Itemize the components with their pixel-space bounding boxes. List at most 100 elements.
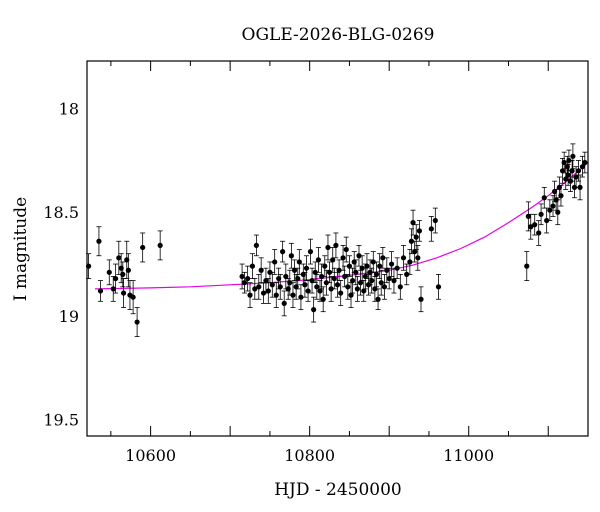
point-marker bbox=[314, 284, 320, 290]
data-point bbox=[334, 271, 341, 298]
data-point bbox=[432, 207, 438, 234]
point-marker bbox=[408, 238, 415, 244]
data-point bbox=[249, 253, 256, 279]
point-marker bbox=[394, 265, 400, 271]
data-point bbox=[120, 261, 126, 288]
point-marker bbox=[326, 269, 333, 275]
x-tick-label: 11000 bbox=[443, 446, 494, 465]
point-marker bbox=[525, 213, 531, 219]
point-marker bbox=[378, 280, 384, 286]
data-point bbox=[416, 220, 423, 242]
data-points-layer bbox=[85, 143, 588, 337]
point-marker bbox=[256, 284, 262, 290]
point-marker bbox=[353, 269, 359, 275]
data-point bbox=[252, 278, 258, 300]
point-marker bbox=[288, 253, 294, 259]
data-point bbox=[239, 263, 245, 290]
data-point bbox=[435, 273, 442, 300]
data-point bbox=[120, 278, 127, 308]
data-point bbox=[309, 267, 315, 294]
y-axis-label: I magnitude bbox=[11, 197, 31, 301]
point-marker bbox=[249, 263, 256, 269]
point-marker bbox=[320, 296, 326, 302]
point-marker bbox=[303, 265, 310, 271]
point-marker bbox=[412, 249, 418, 255]
point-marker bbox=[312, 269, 318, 275]
data-point bbox=[541, 186, 547, 209]
data-point bbox=[391, 267, 397, 294]
point-marker bbox=[338, 290, 344, 296]
point-marker bbox=[372, 286, 378, 292]
point-marker bbox=[407, 259, 413, 265]
data-point bbox=[528, 213, 534, 240]
data-point bbox=[340, 244, 346, 271]
data-point bbox=[241, 271, 248, 294]
axis-tick-labels: 10600 10800 11000 18 18.5 19 19.5 bbox=[43, 100, 494, 465]
point-marker bbox=[125, 267, 131, 273]
point-marker bbox=[157, 242, 163, 248]
point-marker bbox=[579, 164, 586, 170]
point-marker bbox=[241, 280, 248, 286]
point-marker bbox=[386, 275, 392, 282]
point-marker bbox=[544, 217, 550, 224]
data-point bbox=[325, 234, 331, 261]
data-point bbox=[258, 257, 264, 284]
data-point bbox=[415, 244, 421, 271]
point-marker bbox=[298, 294, 304, 300]
point-marker bbox=[253, 242, 259, 248]
point-marker bbox=[432, 217, 438, 224]
data-point bbox=[307, 238, 314, 265]
point-marker bbox=[120, 271, 126, 277]
point-marker bbox=[547, 207, 553, 213]
point-marker bbox=[575, 168, 582, 174]
data-point bbox=[113, 263, 119, 294]
point-marker bbox=[370, 259, 376, 265]
data-point bbox=[394, 257, 400, 279]
data-point bbox=[375, 288, 381, 311]
point-marker bbox=[377, 263, 383, 269]
chart-title: OGLE-2026-BLG-0269 bbox=[242, 25, 435, 45]
data-point bbox=[569, 160, 575, 182]
point-marker bbox=[265, 288, 271, 294]
point-marker bbox=[573, 174, 579, 180]
point-marker bbox=[532, 222, 538, 228]
point-marker bbox=[309, 278, 315, 284]
point-marker bbox=[343, 246, 349, 253]
point-marker bbox=[334, 282, 341, 288]
data-point bbox=[370, 251, 376, 273]
point-marker bbox=[381, 284, 388, 290]
data-point bbox=[348, 282, 354, 308]
point-marker bbox=[336, 267, 342, 273]
data-point bbox=[288, 242, 294, 269]
data-point bbox=[256, 273, 262, 300]
point-marker bbox=[258, 267, 264, 273]
data-point bbox=[320, 286, 326, 313]
data-point bbox=[397, 273, 403, 300]
point-marker bbox=[305, 288, 311, 294]
point-marker bbox=[561, 159, 567, 166]
model-curve-layer bbox=[94, 162, 589, 290]
plot-frame bbox=[86, 60, 589, 437]
point-marker bbox=[388, 261, 395, 267]
data-point bbox=[272, 249, 278, 275]
data-point bbox=[315, 247, 322, 273]
data-point bbox=[342, 265, 348, 288]
data-point bbox=[565, 164, 571, 186]
point-marker bbox=[582, 159, 588, 166]
point-marker bbox=[140, 244, 146, 251]
data-point bbox=[273, 282, 279, 308]
x-axis-label: HJD - 2450000 bbox=[274, 480, 402, 500]
point-marker bbox=[373, 271, 380, 277]
point-marker bbox=[287, 280, 293, 286]
data-point bbox=[388, 251, 395, 277]
point-marker bbox=[345, 284, 351, 290]
data-point bbox=[544, 207, 550, 234]
data-point bbox=[305, 280, 311, 302]
data-point bbox=[558, 184, 564, 207]
point-marker bbox=[558, 193, 564, 199]
point-marker bbox=[325, 244, 331, 251]
point-marker bbox=[331, 275, 337, 282]
point-marker bbox=[318, 273, 325, 280]
point-marker bbox=[245, 275, 251, 282]
point-marker bbox=[134, 319, 140, 325]
